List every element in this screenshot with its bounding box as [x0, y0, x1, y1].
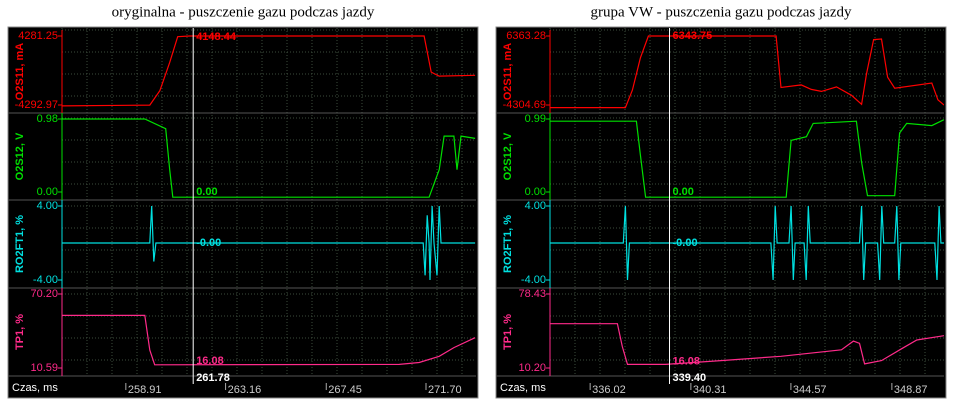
y-tick-label: 10.20 [518, 362, 546, 374]
trace [62, 35, 476, 107]
y-tick-label: -4.00 [521, 274, 546, 286]
y-tick-label: -4.00 [33, 274, 58, 286]
y-tick-label: 4281.25 [18, 30, 58, 42]
y-tick-label: 0.00 [37, 186, 58, 198]
panel-background [495, 26, 947, 399]
cursor-time: 339.40 [673, 372, 707, 384]
x-tick-label: 258.91 [128, 384, 162, 396]
channel-label: O2S12, V [502, 132, 514, 180]
trace [62, 314, 476, 366]
x-tick-label: 267.45 [328, 384, 362, 396]
x-tick-label: 340.31 [693, 384, 727, 396]
y-tick-label: 6363.28 [506, 30, 546, 42]
channel-label: RO2FT1, % [14, 215, 26, 273]
x-axis-label: Czas, ms [12, 382, 58, 394]
y-tick-label: -4304.69 [503, 99, 546, 111]
y-tick-label: 0.98 [37, 113, 58, 125]
cursor-value: 0.00 [673, 186, 694, 198]
y-tick-label: 4.00 [37, 200, 58, 212]
panel-title: oryginalna - puszczenie gazu podczas jaz… [112, 4, 375, 20]
y-tick-label: 78.43 [518, 288, 546, 300]
cursor-value: 6343.75 [673, 30, 713, 42]
channel-label: TP1, % [14, 314, 26, 350]
x-tick-label: 271.70 [428, 384, 462, 396]
cursor-value: 0.00 [196, 186, 217, 198]
y-tick-label: 70.20 [30, 288, 58, 300]
y-tick-label: 4.00 [525, 200, 546, 212]
y-tick-label: 0.99 [525, 113, 546, 125]
y-tick-label: -4292.97 [15, 99, 58, 111]
trace [550, 119, 944, 198]
y-tick-label: 0.00 [525, 186, 546, 198]
channel-label: O2S11, mA [14, 43, 26, 101]
x-tick-label: 263.16 [228, 384, 262, 396]
cursor-value: 4148.44 [196, 31, 237, 43]
x-tick-label: 344.57 [793, 384, 827, 396]
cursor-value: -0.00 [196, 237, 221, 249]
cursor-value: 16.08 [673, 356, 701, 368]
panel-title: grupa VW - puszczenia gazu podczas jazdy [591, 4, 852, 20]
x-tick-label: 336.02 [592, 384, 626, 396]
trace [550, 35, 944, 109]
cursor-value: 16.08 [196, 355, 224, 367]
cursor-time: 261.78 [196, 372, 230, 384]
x-tick-label: 348.87 [894, 384, 928, 396]
trace [550, 323, 944, 365]
trace [62, 118, 476, 198]
channel-label: TP1, % [502, 314, 514, 350]
channel-label: RO2FT1, % [502, 215, 514, 273]
trace [550, 205, 944, 281]
trace [62, 205, 476, 281]
channel-label: O2S12, V [14, 132, 26, 180]
y-tick-label: 10.59 [30, 362, 58, 374]
channel-label: O2S11, mA [502, 43, 514, 101]
x-axis-label: Czas, ms [500, 382, 546, 394]
cursor-value: -0.00 [673, 237, 698, 249]
panel-background [7, 26, 479, 399]
